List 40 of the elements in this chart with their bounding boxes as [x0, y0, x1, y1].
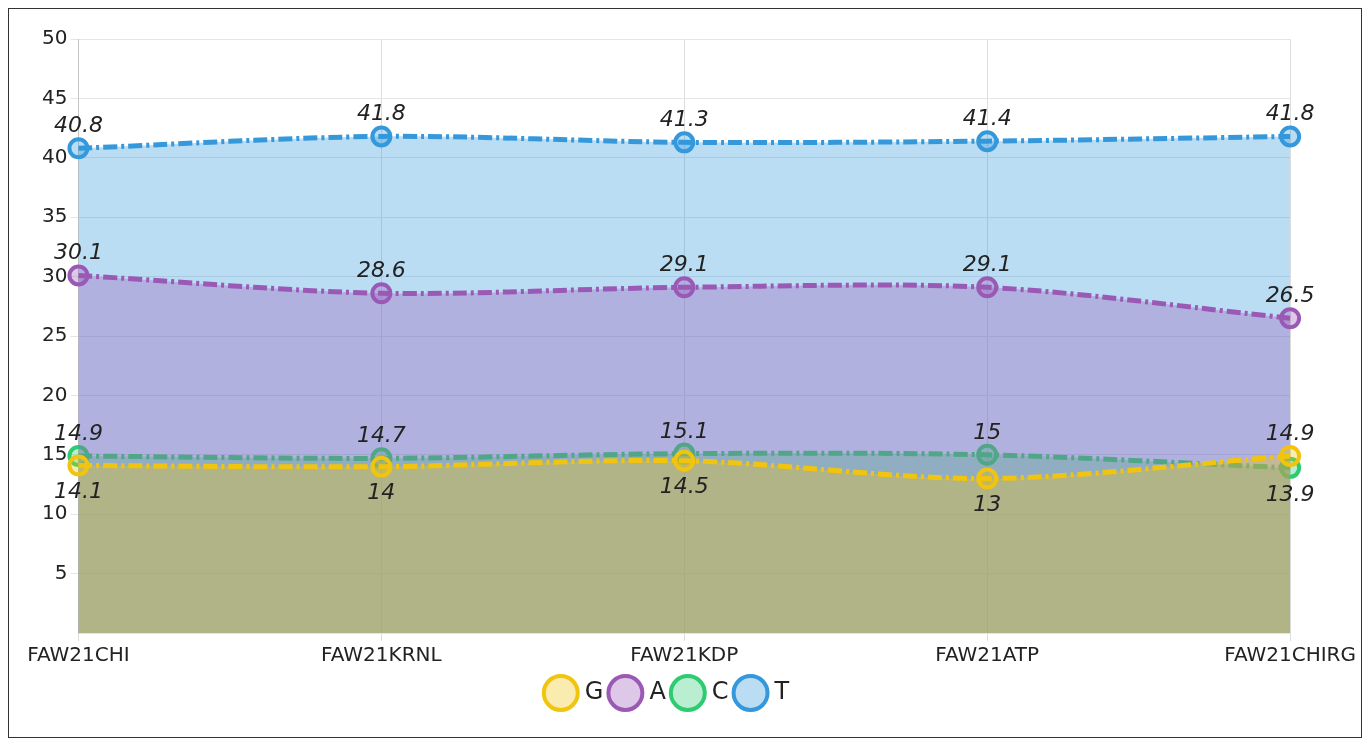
legend-label: C	[711, 677, 729, 706]
point	[370, 125, 393, 148]
data-label: 14.7	[356, 422, 406, 448]
legend-label: G	[584, 677, 604, 706]
data-label: 13	[973, 491, 1002, 517]
y-tick-label: 40	[42, 144, 68, 168]
legend-label: T	[773, 677, 790, 706]
data-label: 29.1	[962, 251, 1012, 277]
point	[67, 137, 90, 160]
y-tick-label: 5	[54, 559, 68, 584]
y-tick-label: 25	[42, 322, 68, 347]
data-label: 14.5	[659, 473, 709, 499]
point	[1279, 125, 1302, 148]
x-tick-label: FAW21CHI	[27, 642, 130, 667]
x-tick-label: FAW21KRNL	[321, 642, 443, 667]
data-label: 28.6	[356, 257, 406, 283]
data-label: 30.1	[53, 239, 103, 265]
y-tick-label: 30	[42, 262, 68, 287]
data-label: 29.1	[659, 251, 709, 277]
data-label: 14.9	[1265, 419, 1315, 445]
y-tick-label: 35	[42, 203, 68, 228]
y-tick-label: 20	[42, 381, 68, 406]
y-tick-label: 50	[42, 25, 68, 50]
data-label: 15	[973, 418, 1002, 444]
data-label: 40.8	[53, 112, 103, 138]
x-tick-label: FAW21KDP	[630, 642, 739, 667]
legend-label: A	[649, 677, 667, 706]
point	[976, 130, 999, 153]
x-tick-label: FAW21CHIRG	[1224, 642, 1356, 667]
data-label: 14	[367, 479, 396, 505]
data-label: 41.4	[962, 105, 1012, 131]
data-label: 15.1	[659, 417, 709, 443]
data-label: 41.8	[1265, 100, 1315, 126]
data-label: 26.5	[1265, 282, 1315, 308]
data-label: 13.9	[1265, 480, 1315, 506]
data-label: 41.3	[659, 106, 709, 132]
data-label: 41.8	[356, 100, 406, 126]
x-tick-label: FAW21ATP	[935, 642, 1040, 667]
point	[673, 131, 696, 154]
y-tick-label: 45	[42, 84, 68, 109]
